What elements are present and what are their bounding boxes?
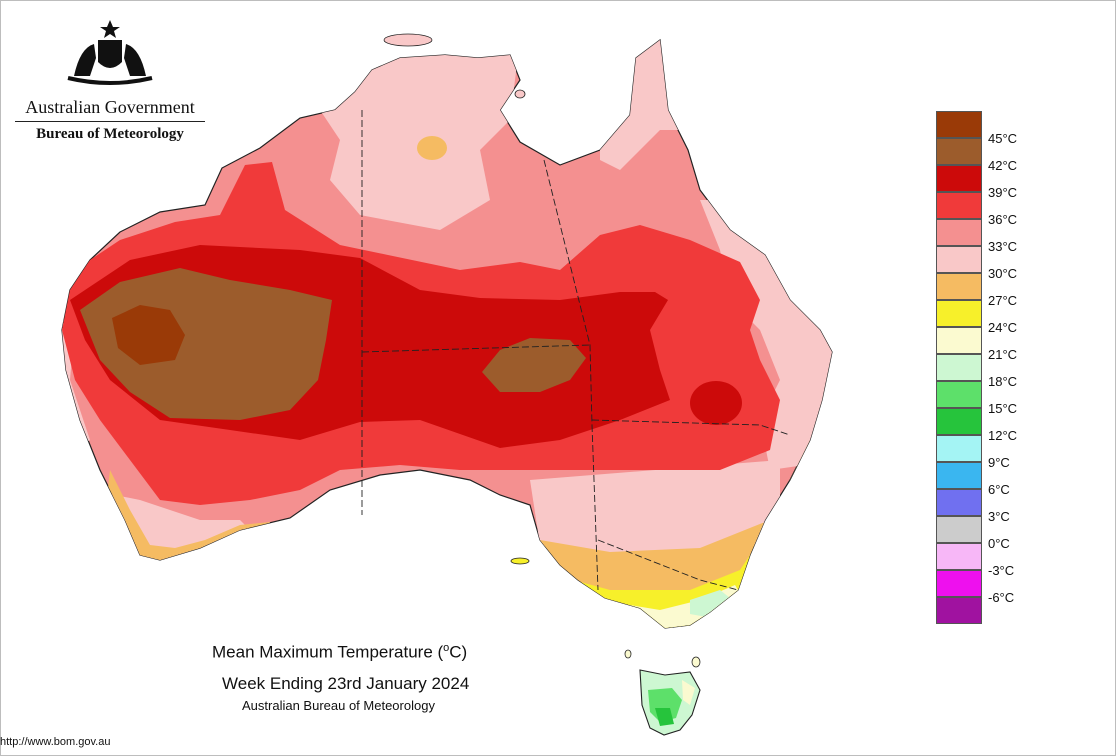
border-nt-qld [543,159,593,426]
border-sa-vic [591,424,599,591]
agency-name: Australian Government [25,97,195,117]
legend-swatch [936,219,982,246]
flinders-island [691,656,701,668]
legend-label: 36°C [988,212,1018,227]
legend-swatch [936,165,982,192]
border-qld-nsw [591,419,791,436]
groote-island [514,89,526,99]
zone-27-kimberley [417,136,447,160]
legend-label: 3°C [988,509,1010,524]
map-title: Mean Maximum Temperature (oC) [212,642,467,663]
legend-swatch [936,273,982,300]
legend-label: 21°C [988,347,1018,362]
legend-swatch [936,543,982,570]
legend-label: 12°C [988,428,1018,443]
legend-swatch [936,597,982,624]
degree-symbol: o [443,642,450,654]
coat-of-arms-icon [67,20,153,85]
legend-label: 45°C [988,131,1018,146]
zone-42-central [482,338,586,392]
legend-label: 30°C [988,266,1018,281]
zone-30-north [320,40,520,230]
legend-label: -6°C [988,590,1015,605]
footer-url[interactable]: http://www.bom.gov.au [0,736,111,748]
legend-label: 24°C [988,320,1018,335]
legend-label: 0°C [988,536,1010,551]
legend-label: 39°C [988,185,1018,200]
logo-divider [15,121,205,122]
legend-swatch [936,138,982,165]
legend-label: 9°C [988,455,1010,470]
legend-label: 27°C [988,293,1018,308]
zone-18-alps [690,590,735,618]
legend-swatch [936,462,982,489]
legend-swatch [936,381,982,408]
zone-39-qld [690,381,742,425]
map-source: Australian Bureau of Meteorology [242,698,435,713]
legend-swatch [936,246,982,273]
border-nt-sa [361,344,591,353]
tasmania-east [682,680,695,705]
legend-label: 42°C [988,158,1018,173]
legend-swatch [936,516,982,543]
legend-label: 15°C [988,401,1018,416]
legend-swatch [936,489,982,516]
legend-swatch [936,570,982,597]
tasmania-green [648,688,682,722]
legend-swatch [936,192,982,219]
legend-swatch [936,327,982,354]
kangaroo-island [510,557,530,565]
bureau-name: Bureau of Meteorology [36,126,184,142]
tiwi-islands [383,33,433,47]
king-island [624,649,632,659]
zone-30-southeast [530,460,780,560]
zone-45-pilbara [112,305,185,365]
legend-label: 33°C [988,239,1018,254]
legend-label: -3°C [988,563,1015,578]
tasmania-south [655,708,674,726]
legend-swatch [936,111,982,138]
map-title-prefix: Mean Maximum Temperature ( [212,642,444,662]
government-logo: Australian Government Bureau of Meteorol… [10,18,210,143]
map-period: Week Ending 23rd January 2024 [222,674,470,693]
legend-swatch [936,300,982,327]
legend-swatch [936,354,982,381]
border-nsw-vic [597,539,739,591]
legend-label: 6°C [988,482,1010,497]
map-title-suffix: C) [449,642,468,662]
legend-label: 18°C [988,374,1018,389]
legend-swatch [936,408,982,435]
legend-swatch [936,435,982,462]
